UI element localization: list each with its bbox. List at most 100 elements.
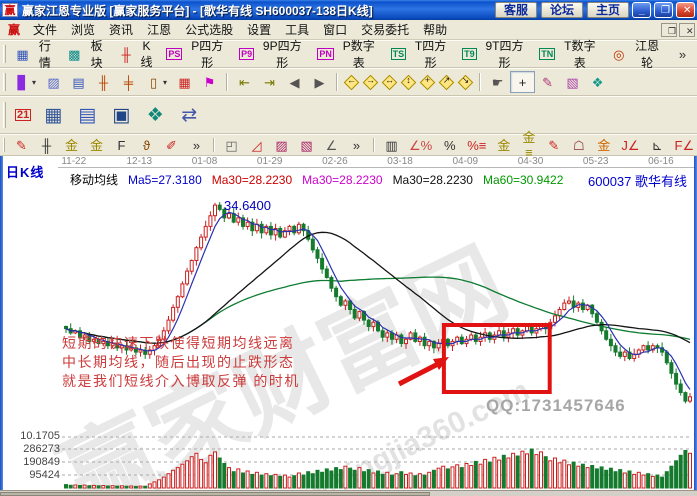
toolbar-spiral-tool-button[interactable]: ϑ — [134, 134, 159, 156]
toolbar-box-tool-button[interactable]: ◰ — [219, 134, 244, 156]
toolbar-gold-grid-2-button[interactable]: 金 — [84, 134, 109, 156]
toolbar-calculator-button[interactable]: ▦ — [36, 101, 70, 129]
toolbar-gann-pattern-button[interactable]: ▨ — [41, 71, 66, 93]
child-restore-button[interactable]: ❐ — [661, 22, 677, 37]
menu-item-2[interactable]: 资讯 — [109, 23, 134, 37]
toolbar-right-angle-button[interactable]: ⊾ — [645, 134, 670, 156]
toolbar-quotes-button[interactable]: ▦ 行情 — [10, 39, 62, 70]
toolbar-shift-right-button[interactable]: → — [362, 74, 379, 91]
horizontal-scrollbar[interactable] — [0, 490, 697, 496]
toolbar-9t-square-button[interactable]: T9 9T四方形 — [457, 39, 534, 70]
toolbar-more-tools-button[interactable]: » — [670, 43, 695, 65]
toolbar-data-list-button[interactable]: ▤ — [66, 71, 91, 93]
toolbar-draw-tool-button[interactable]: ✎ — [535, 71, 560, 93]
toolbar-t-square-button[interactable]: TS T四方形 — [386, 39, 458, 70]
pattern-b-icon: ▧ — [300, 137, 313, 153]
toolbar-j-angle-button[interactable]: J∠ — [616, 134, 644, 156]
toolbar-flag-tool-button[interactable]: ⚑ — [197, 71, 222, 93]
toolbar-first-page-button[interactable]: ⇤ — [232, 71, 257, 93]
toolbar-scale-up-button[interactable]: ↗ — [438, 74, 455, 91]
toolbar-stamp-tool-button[interactable]: ▧ — [560, 71, 585, 93]
menu-item-9[interactable]: 帮助 — [423, 23, 448, 37]
toolbar-fan-lines-button[interactable]: ◿ — [244, 134, 269, 156]
toolbar-sectors-button[interactable]: ▩ 板块 — [62, 39, 114, 70]
toolbar-calendar-button[interactable]: 21 — [10, 101, 36, 129]
toolbar-percent-angle-button[interactable]: ∠% — [404, 134, 437, 156]
toolbar-9p-square-button[interactable]: P9 9P四方形 — [234, 39, 312, 70]
toolbar-more-grids-button[interactable]: » — [184, 134, 209, 156]
menu-item-1[interactable]: 浏览 — [71, 23, 96, 37]
toolbar-percent-lines-button[interactable]: %≡ — [462, 134, 491, 156]
toolbar-percent-tool-button[interactable]: % — [437, 134, 462, 156]
toolbar-handle[interactable] — [3, 138, 5, 152]
toolbar-next-page-button[interactable]: ▶ — [307, 71, 332, 93]
toolbar-report-button[interactable]: ▤ — [70, 101, 104, 129]
toolbar-pattern-b-button[interactable]: ▧ — [294, 134, 319, 156]
titlebar-quick-button-2[interactable]: 主页 — [586, 2, 629, 18]
menu-item-4[interactable]: 公式选股 — [185, 23, 234, 37]
child-close-button[interactable]: ✕ — [679, 22, 695, 37]
menu-item-6[interactable]: 工具 — [285, 23, 310, 37]
toolbar-more-fans-button[interactable]: » — [344, 134, 369, 156]
toolbar-fibonacci-grid-button[interactable]: F — [109, 134, 134, 156]
toolbar-handle[interactable] — [3, 44, 6, 64]
menu-item-0[interactable]: 文件 — [33, 23, 58, 37]
toolbar-measure-tool-button[interactable]: ✐ — [159, 134, 184, 156]
menu-item-7[interactable]: 窗口 — [323, 23, 348, 37]
menu-item-8[interactable]: 交易委托 — [361, 23, 410, 37]
bar-chart-small-icon: ╫ — [98, 74, 109, 90]
toolbar-expand-vertical-button[interactable]: ↕ — [400, 74, 417, 91]
menu-item-3[interactable]: 江恩 — [147, 23, 172, 37]
period-tab[interactable]: 日K线 — [6, 165, 45, 180]
toolbar-export-web-button[interactable]: ❖ — [138, 101, 172, 129]
toolbar-pattern-a-button[interactable]: ▨ — [269, 134, 294, 156]
toolbar-shift-left-button[interactable]: ← — [343, 74, 360, 91]
toolbar-send-data-button[interactable]: ⇄ — [172, 101, 206, 129]
toolbar-bottle-tool-button[interactable]: ▯ ▾ — [141, 71, 172, 93]
kline-label: K线 — [140, 38, 153, 69]
scrollbar-thumb[interactable] — [0, 492, 430, 496]
toolbar-gold-grid-1-button[interactable]: 金 — [59, 134, 84, 156]
toolbar-kline-style-button[interactable]: ▊ ▾ — [10, 71, 41, 93]
toolbar-puzzle-tool-button[interactable]: ▦ — [172, 71, 197, 93]
toolbar-p-square-button[interactable]: PS P四方形 — [161, 39, 234, 70]
pattern-a-icon: ▨ — [275, 137, 288, 153]
toolbar-f-angle-button[interactable]: F∠ — [670, 134, 697, 156]
gold-grid-2-icon: 金 — [89, 137, 103, 153]
toolbar-t-digit-table-button[interactable]: TN T数字表 — [534, 39, 606, 70]
toolbar-pencil-2-button[interactable]: ✎ — [541, 134, 566, 156]
toolbar-gann-grid-button[interactable]: ╫ — [34, 134, 59, 156]
toolbar-hand-tool-button[interactable]: ☛ — [485, 71, 510, 93]
toolbar-band-tool-button[interactable]: ▥ — [379, 134, 404, 156]
kline-canvas[interactable] — [0, 156, 697, 490]
titlebar-quick-button-1[interactable]: 论坛 — [540, 2, 583, 18]
close-button[interactable]: ✕ — [676, 2, 695, 18]
toolbar-save-button[interactable]: ▣ — [104, 101, 138, 129]
toolbar-scale-down-button[interactable]: ↘ — [457, 74, 474, 91]
toolbar-gann-wheel-button[interactable]: ◎ 江恩轮 — [606, 39, 670, 70]
toolbar-handle[interactable] — [3, 72, 6, 92]
titlebar-quick-button-0[interactable]: 客服 — [494, 2, 537, 18]
toolbar-gold-2-button[interactable]: 金 — [591, 134, 616, 156]
toolbar-pencil-tool-button[interactable]: ✎ — [9, 134, 34, 156]
x-axis-tick: 02-26 — [322, 156, 348, 167]
toolbar-shape-tool-button[interactable]: ☖ — [566, 134, 591, 156]
toolbar-gold-circle-button[interactable]: 金 — [491, 134, 516, 156]
toolbar-gold-lines-button[interactable]: 金≡ — [516, 130, 541, 160]
toolbar-network-tool-button[interactable]: ❖ — [585, 71, 610, 93]
minimize-button[interactable]: _ — [632, 2, 651, 18]
toolbar-crosshair-tool-button[interactable]: + — [510, 71, 536, 93]
gold-2-icon: 金 — [597, 137, 611, 153]
toolbar-bar-chart-small-button[interactable]: ╫ — [91, 71, 116, 93]
toolbar-bar-chart-large-button[interactable]: ╪ — [116, 71, 141, 93]
toolbar-handle[interactable] — [3, 102, 6, 128]
menu-item-5[interactable]: 设置 — [247, 23, 272, 37]
toolbar-zoom-in-button[interactable]: + — [419, 74, 436, 91]
maximize-button[interactable]: ❐ — [654, 2, 673, 18]
toolbar-expand-horizontal-button[interactable]: ↔ — [381, 74, 398, 91]
toolbar-kline-button[interactable]: ╫ K线 — [114, 39, 162, 69]
toolbar-angle-line-button[interactable]: ∠ — [319, 134, 344, 156]
toolbar-last-page-button[interactable]: ⇥ — [257, 71, 282, 93]
toolbar-prev-page-button[interactable]: ◀ — [282, 71, 307, 93]
toolbar-p-digit-table-button[interactable]: PN P数字表 — [312, 39, 385, 70]
